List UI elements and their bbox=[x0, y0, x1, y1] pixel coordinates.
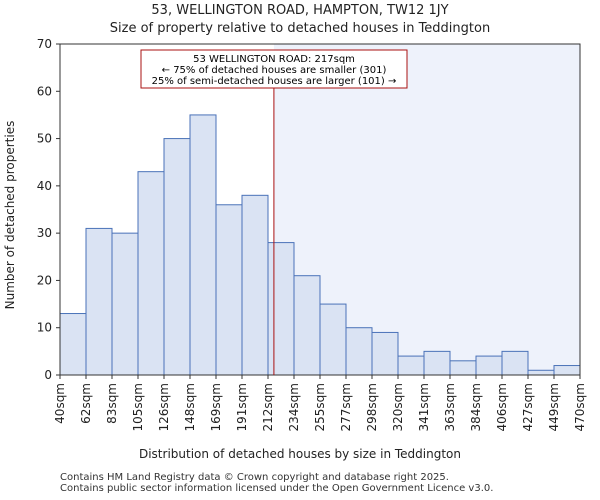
x-tick-label: 212sqm bbox=[261, 383, 275, 431]
bar-83sqm bbox=[111, 232, 139, 376]
x-tick-label: 320sqm bbox=[391, 383, 405, 431]
x-tick-label: 277sqm bbox=[339, 383, 353, 431]
bar-298sqm bbox=[371, 331, 399, 376]
x-tick-label: 406sqm bbox=[495, 383, 509, 431]
y-tick-label: 30 bbox=[37, 226, 52, 240]
y-tick-label: 20 bbox=[37, 273, 52, 287]
chart-title: 53, WELLINGTON ROAD, HAMPTON, TW12 1JY bbox=[151, 3, 448, 18]
y-tick-label: 50 bbox=[37, 132, 52, 146]
y-tick-label: 60 bbox=[37, 84, 52, 98]
bar-40sqm bbox=[59, 313, 87, 376]
y-tick-label: 10 bbox=[37, 321, 52, 335]
bar-62sqm bbox=[85, 227, 113, 376]
x-tick-label: 341sqm bbox=[417, 383, 431, 431]
bar-406sqm bbox=[501, 350, 529, 376]
x-tick-label: 384sqm bbox=[469, 383, 483, 431]
bar-105sqm bbox=[137, 171, 165, 376]
x-tick-label: 105sqm bbox=[131, 383, 145, 431]
x-tick-label: 427sqm bbox=[521, 383, 535, 431]
bar-363sqm bbox=[449, 360, 477, 376]
x-tick-label: 191sqm bbox=[235, 383, 249, 431]
bar-384sqm bbox=[475, 355, 503, 376]
y-axis-label: Number of detached properties bbox=[3, 121, 17, 310]
plot-frame bbox=[59, 43, 581, 376]
y-tick-label: 0 bbox=[44, 368, 52, 382]
bar-449sqm bbox=[553, 365, 581, 376]
annotation-line-1: 53 WELLINGTON ROAD: 217sqm bbox=[193, 54, 355, 65]
x-tick-label: 470sqm bbox=[573, 383, 587, 431]
x-tick-label: 363sqm bbox=[443, 383, 457, 431]
x-axis: 40sqm 62sqm 83sqm 105sqm 126sqm 148sqm 169sqm 1… bbox=[53, 375, 587, 431]
x-tick-label: 169sqm bbox=[209, 383, 223, 431]
x-axis-label: Distribution of detached houses by size … bbox=[139, 447, 461, 461]
chart-subtitle: Size of property relative to detached ho… bbox=[110, 21, 490, 36]
y-tick-label: 40 bbox=[37, 179, 52, 193]
x-tick-label: 83sqm bbox=[105, 383, 119, 424]
bar-148sqm bbox=[189, 114, 217, 376]
x-tick-label: 255sqm bbox=[313, 383, 327, 431]
x-tick-label: 126sqm bbox=[157, 383, 171, 431]
annotation-line-3: 25% of semi-detached houses are larger (… bbox=[152, 76, 397, 87]
y-tick-label: 70 bbox=[37, 37, 52, 51]
bar-212sqm bbox=[267, 242, 295, 376]
annotation-line-2: ← 75% of detached houses are smaller (30… bbox=[162, 65, 387, 76]
bars bbox=[59, 114, 581, 376]
footer-line-1: Contains HM Land Registry data © Crown c… bbox=[60, 472, 449, 483]
x-tick-label: 298sqm bbox=[365, 383, 379, 431]
x-tick-label: 62sqm bbox=[79, 383, 93, 424]
x-tick-label: 40sqm bbox=[53, 383, 67, 424]
bar-320sqm bbox=[397, 355, 425, 376]
footer-line-2: Contains public sector information licen… bbox=[60, 483, 494, 494]
bar-255sqm bbox=[319, 303, 347, 376]
annotation: 53 WELLINGTON ROAD: 217sqm ← 75% of deta… bbox=[140, 49, 408, 89]
bar-341sqm bbox=[423, 350, 451, 376]
bar-277sqm bbox=[345, 327, 373, 376]
y-axis: 0 10 20 30 40 50 60 70 bbox=[37, 37, 60, 382]
x-tick-label: 234sqm bbox=[287, 383, 301, 431]
bar-234sqm bbox=[293, 275, 321, 376]
annotation-box bbox=[140, 49, 408, 89]
bar-126sqm bbox=[163, 138, 191, 376]
bar-427sqm bbox=[527, 369, 555, 376]
x-tick-label: 449sqm bbox=[547, 383, 561, 431]
bar-169sqm bbox=[215, 204, 243, 376]
bar-191sqm bbox=[241, 194, 269, 376]
x-tick-label: 148sqm bbox=[183, 383, 197, 431]
